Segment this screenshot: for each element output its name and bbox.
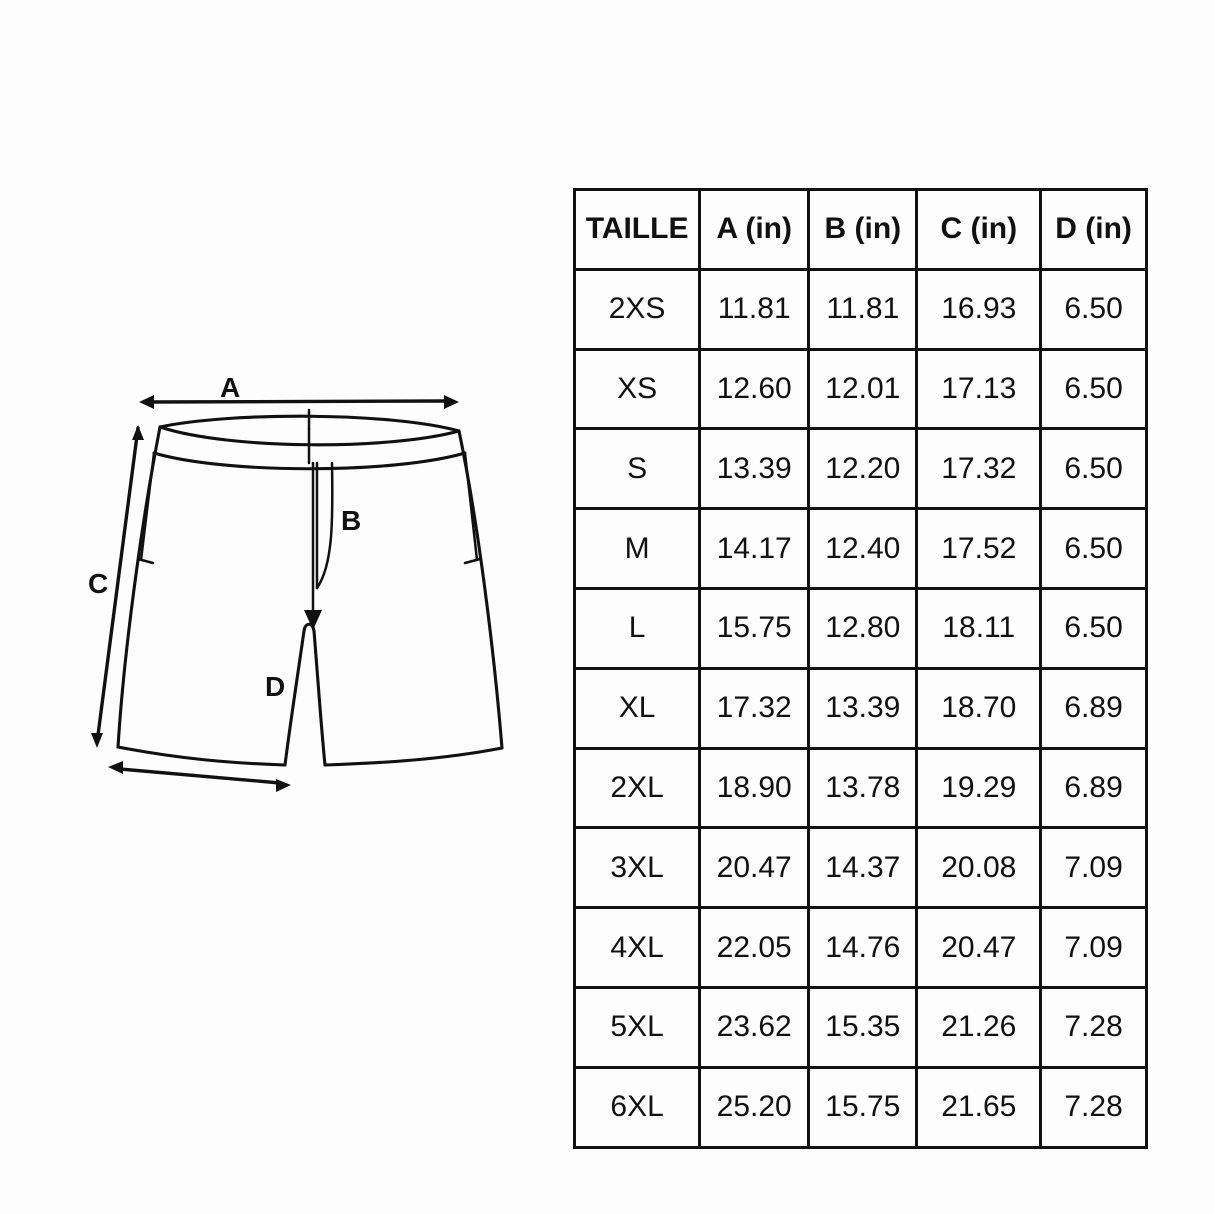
svg-text:A: A xyxy=(220,372,240,403)
svg-text:C: C xyxy=(88,568,108,599)
svg-text:B: B xyxy=(341,505,361,536)
svg-text:D: D xyxy=(265,671,285,702)
